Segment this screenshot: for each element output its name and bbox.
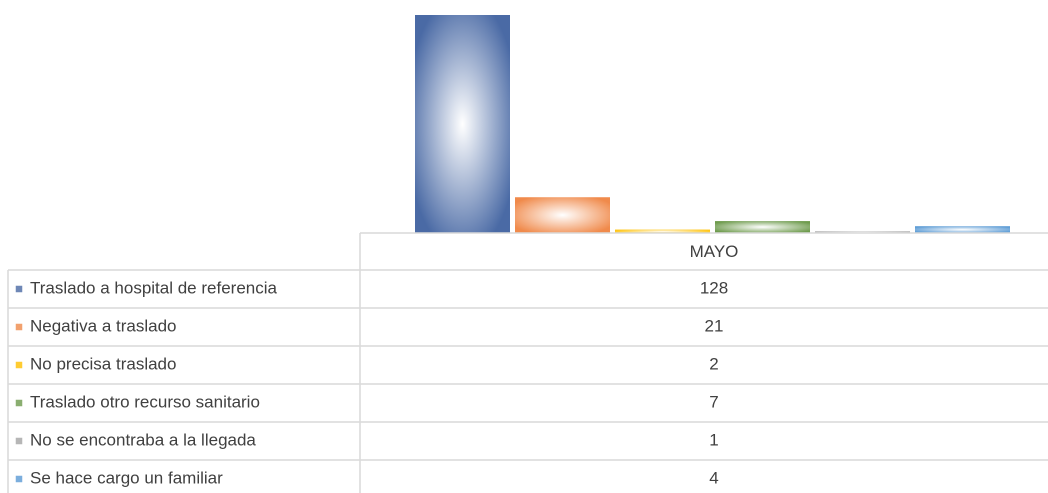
bar (515, 197, 610, 233)
legend-label: No se encontraba a la llegada (30, 430, 256, 449)
bar (715, 221, 810, 233)
bar (815, 231, 910, 233)
table-value: 1 (709, 430, 718, 449)
bar (415, 15, 510, 233)
table-value: 7 (709, 392, 718, 411)
legend-marker (14, 474, 24, 484)
legend-marker (14, 360, 24, 370)
table-value: 4 (709, 468, 718, 487)
table-value: 2 (709, 354, 718, 373)
legend-label: Traslado otro recurso sanitario (30, 392, 260, 411)
legend-marker (14, 436, 24, 446)
table-header: MAYO (690, 242, 739, 261)
bar (615, 229, 710, 233)
legend-label: Traslado a hospital de referencia (30, 278, 278, 297)
table-value: 21 (705, 316, 724, 335)
table-value: 128 (700, 278, 728, 297)
bar (915, 226, 1010, 233)
legend-marker (14, 322, 24, 332)
legend-label: No precisa traslado (30, 354, 176, 373)
legend-label: Se hace cargo un familiar (30, 468, 223, 487)
legend-marker (14, 398, 24, 408)
legend-label: Negativa a traslado (30, 316, 176, 335)
legend-marker (14, 284, 24, 294)
